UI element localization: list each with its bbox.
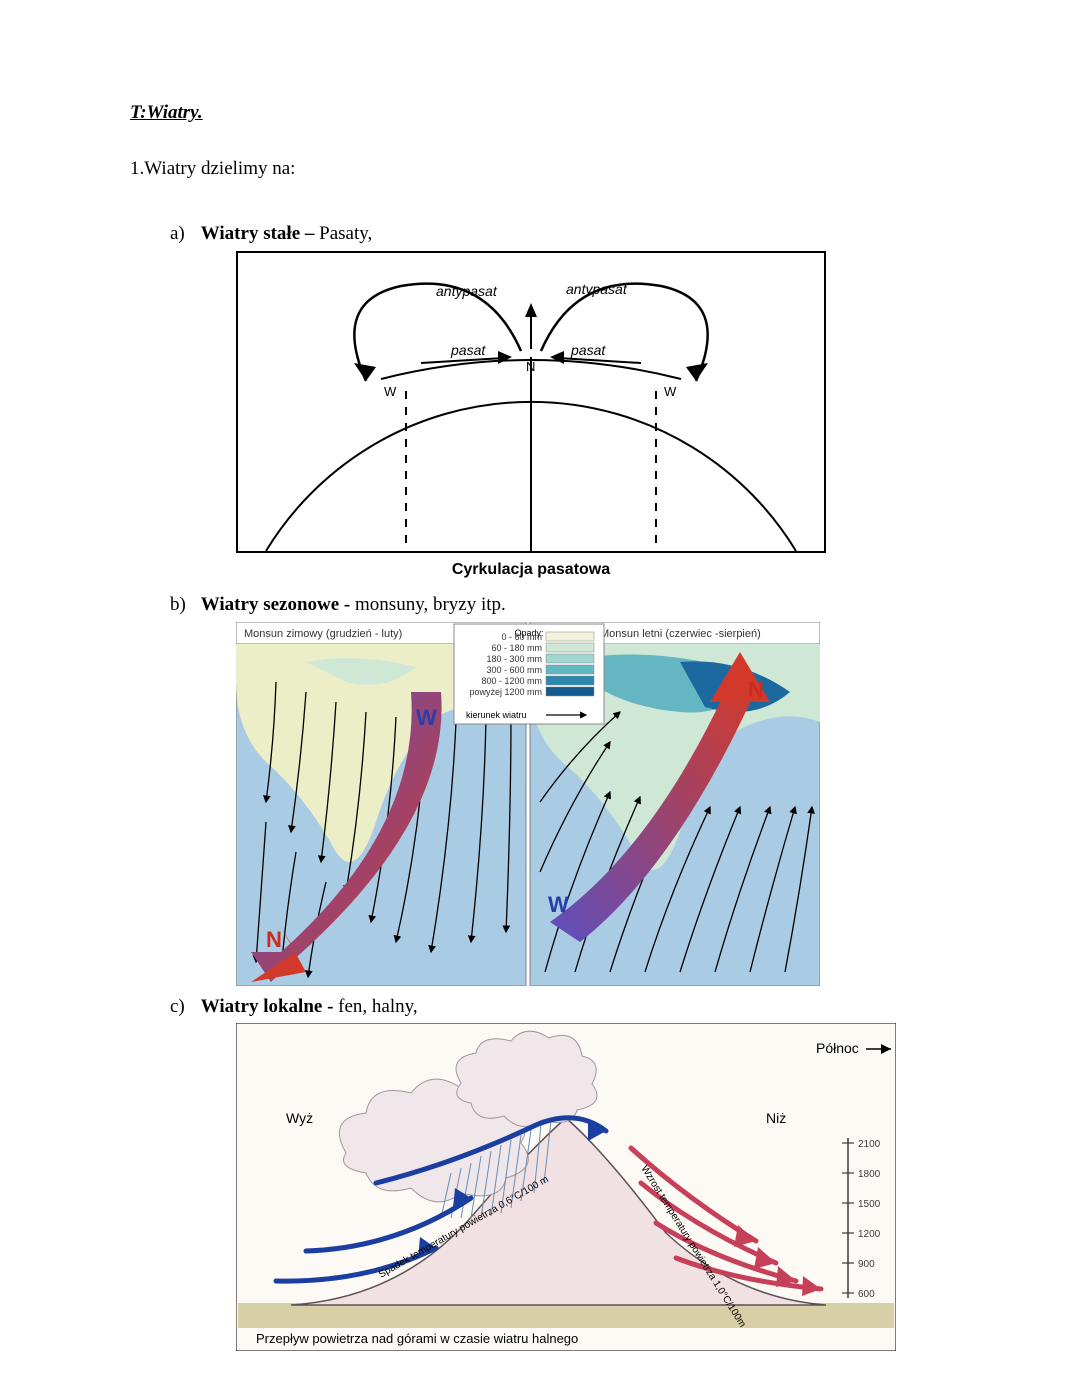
label-pasat-l: pasat — [450, 342, 486, 358]
scale-tick-label: 1800 — [858, 1169, 881, 1180]
item-b-marker: b) — [170, 592, 196, 618]
legend-swatch — [546, 665, 594, 674]
legend-label: 300 - 600 mm — [486, 665, 542, 675]
legend-swatch — [546, 654, 594, 663]
legend-wind-label: kierunek wiatru — [466, 710, 527, 720]
item-b-bold: Wiatry sezonowe - — [201, 594, 355, 615]
legend-label: 60 - 180 mm — [491, 643, 542, 653]
scale-tick-label: 600 — [858, 1289, 875, 1300]
fig-a-caption: Cyrkulacja pasatowa — [452, 561, 610, 578]
fig-c-caption: Przepływ powietrza nad górami w czasie w… — [256, 1331, 578, 1346]
item-b-rest: monsuny, bryzy itp. — [355, 594, 506, 615]
scale-tick-label: 1500 — [858, 1199, 881, 1210]
intro-text: 1.Wiatry dzielimy na: — [130, 156, 950, 182]
label-wyz: Wyż — [286, 1110, 313, 1126]
figure-a-pasaty: antypasat antypasat pasat pasat N W W Cy… — [236, 251, 826, 584]
label-antypasat-l: antypasat — [436, 283, 498, 299]
legend-swatch — [546, 643, 594, 652]
legend-swatch — [546, 687, 594, 696]
item-a-rest: Pasaty, — [319, 223, 372, 244]
figure-b-monsuny: Monsun zimowy (grudzień - luty) — [236, 622, 820, 986]
legend: Opady: 0 - 60 mm60 - 180 mm180 - 300 mm3… — [454, 624, 604, 724]
title-right: Monsun letni (czerwiec -sierpień) — [600, 628, 761, 640]
legend-label: 800 - 1200 mm — [481, 676, 542, 686]
label-niz: Niż — [766, 1110, 786, 1126]
W-label-left: W — [416, 705, 437, 730]
item-b: b) Wiatry sezonowe - monsuny, bryzy itp. — [170, 592, 950, 986]
item-a-marker: a) — [170, 221, 196, 247]
W-label-right: W — [548, 892, 569, 917]
label-polnoc: Północ — [816, 1040, 859, 1056]
N-label-left: N — [266, 927, 282, 952]
item-a: a) Wiatry stałe – Pasaty, — [170, 221, 950, 584]
figure-c-wrap: 2100180015001200900600 Wyż Niż Północ Sp… — [170, 1023, 950, 1351]
title-left: Monsun zimowy (grudzień - luty) — [244, 628, 402, 640]
item-a-bold: Wiatry stałe – — [201, 223, 319, 244]
figure-a-wrap: antypasat antypasat pasat pasat N W W Cy… — [170, 251, 950, 584]
scale-tick-label: 2100 — [858, 1139, 881, 1150]
item-c-marker: c) — [170, 994, 196, 1020]
wind-categories-list: a) Wiatry stałe – Pasaty, — [130, 221, 950, 1351]
figure-c-halny: 2100180015001200900600 Wyż Niż Północ Sp… — [236, 1023, 896, 1351]
item-c-rest: fen, halny, — [338, 996, 418, 1017]
scale-tick-label: 900 — [858, 1259, 875, 1270]
legend-label: 180 - 300 mm — [486, 654, 542, 664]
legend-label: powyżej 1200 mm — [469, 687, 542, 697]
label-W-r: W — [664, 384, 677, 399]
label-antypasat-r: antypasat — [566, 281, 628, 297]
item-c: c) Wiatry lokalne - fen, halny, — [170, 994, 950, 1352]
legend-label: 0 - 60 mm — [501, 632, 542, 642]
legend-swatch — [546, 632, 594, 641]
label-W-l: W — [384, 384, 397, 399]
item-c-bold: Wiatry lokalne - — [201, 996, 338, 1017]
page-title: T:Wiatry. — [130, 100, 950, 126]
N-label-right: N — [748, 677, 764, 702]
ground — [238, 1303, 894, 1328]
legend-swatch — [546, 676, 594, 685]
label-N: N — [526, 359, 535, 374]
scale-tick-label: 1200 — [858, 1229, 881, 1240]
figure-b-wrap: Monsun zimowy (grudzień - luty) — [170, 622, 950, 986]
label-pasat-r: pasat — [570, 342, 606, 358]
